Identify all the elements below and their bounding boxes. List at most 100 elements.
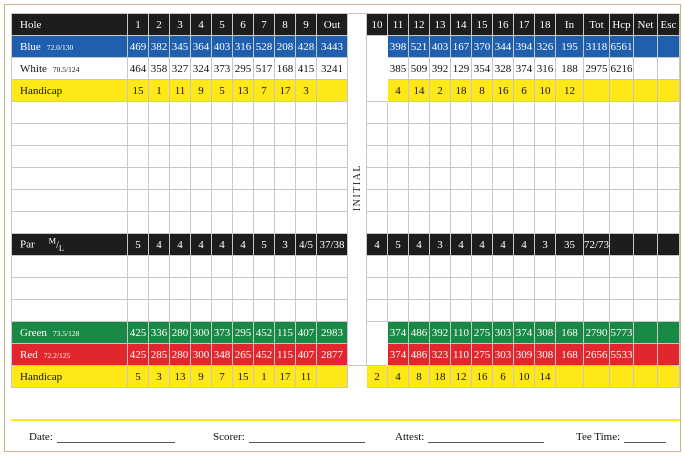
- score-cell[interactable]: [211, 277, 233, 300]
- score-cell[interactable]: [429, 189, 451, 212]
- score-cell[interactable]: [274, 167, 296, 190]
- score-cell[interactable]: [657, 299, 680, 322]
- score-cell[interactable]: [513, 277, 535, 300]
- score-cell[interactable]: [366, 101, 388, 124]
- score-cell[interactable]: [169, 123, 191, 146]
- score-cell[interactable]: [316, 189, 348, 212]
- score-cell[interactable]: [127, 189, 149, 212]
- score-cell[interactable]: [316, 145, 348, 168]
- player-name-cell[interactable]: [11, 189, 128, 212]
- score-cell[interactable]: [387, 101, 409, 124]
- score-cell[interactable]: [492, 189, 514, 212]
- score-cell[interactable]: [169, 277, 191, 300]
- score-cell[interactable]: [295, 211, 317, 234]
- score-cell[interactable]: [148, 277, 170, 300]
- player-name-cell[interactable]: [11, 123, 128, 146]
- score-cell[interactable]: [555, 255, 584, 278]
- score-cell[interactable]: [387, 211, 409, 234]
- score-cell[interactable]: [211, 101, 233, 124]
- score-cell[interactable]: [657, 145, 680, 168]
- score-cell[interactable]: [471, 167, 493, 190]
- score-cell[interactable]: [609, 277, 634, 300]
- score-cell[interactable]: [169, 211, 191, 234]
- score-cell[interactable]: [274, 211, 296, 234]
- score-cell[interactable]: [450, 167, 472, 190]
- score-cell[interactable]: [211, 255, 233, 278]
- score-cell[interactable]: [387, 277, 409, 300]
- score-cell[interactable]: [148, 145, 170, 168]
- score-cell[interactable]: [555, 211, 584, 234]
- score-cell[interactable]: [387, 299, 409, 322]
- score-cell[interactable]: [169, 101, 191, 124]
- score-cell[interactable]: [450, 211, 472, 234]
- score-cell[interactable]: [169, 145, 191, 168]
- score-cell[interactable]: [190, 299, 212, 322]
- score-cell[interactable]: [274, 255, 296, 278]
- score-cell[interactable]: [190, 101, 212, 124]
- score-cell[interactable]: [609, 123, 634, 146]
- score-cell[interactable]: [316, 277, 348, 300]
- score-cell[interactable]: [316, 299, 348, 322]
- score-cell[interactable]: [534, 299, 556, 322]
- score-cell[interactable]: [253, 211, 275, 234]
- score-cell[interactable]: [429, 123, 451, 146]
- score-cell[interactable]: [450, 255, 472, 278]
- score-cell[interactable]: [429, 255, 451, 278]
- score-cell[interactable]: [534, 101, 556, 124]
- score-cell[interactable]: [513, 101, 535, 124]
- score-cell[interactable]: [366, 123, 388, 146]
- score-cell[interactable]: [316, 211, 348, 234]
- tee-time-field[interactable]: Tee Time:: [576, 431, 667, 443]
- player-name-cell[interactable]: [11, 211, 128, 234]
- score-cell[interactable]: [127, 101, 149, 124]
- score-cell[interactable]: [471, 189, 493, 212]
- score-cell[interactable]: [555, 101, 584, 124]
- score-cell[interactable]: [169, 299, 191, 322]
- score-cell[interactable]: [583, 299, 610, 322]
- score-cell[interactable]: [657, 167, 680, 190]
- score-cell[interactable]: [609, 255, 634, 278]
- score-cell[interactable]: [513, 299, 535, 322]
- score-cell[interactable]: [211, 299, 233, 322]
- score-cell[interactable]: [387, 167, 409, 190]
- score-cell[interactable]: [633, 189, 658, 212]
- score-cell[interactable]: [609, 145, 634, 168]
- score-cell[interactable]: [513, 189, 535, 212]
- score-cell[interactable]: [169, 167, 191, 190]
- score-cell[interactable]: [555, 277, 584, 300]
- score-cell[interactable]: [295, 167, 317, 190]
- score-cell[interactable]: [190, 211, 212, 234]
- score-cell[interactable]: [609, 211, 634, 234]
- score-cell[interactable]: [232, 167, 254, 190]
- score-cell[interactable]: [295, 299, 317, 322]
- score-cell[interactable]: [366, 167, 388, 190]
- score-cell[interactable]: [492, 211, 514, 234]
- score-cell[interactable]: [211, 145, 233, 168]
- score-cell[interactable]: [316, 123, 348, 146]
- score-cell[interactable]: [429, 167, 451, 190]
- score-cell[interactable]: [232, 145, 254, 168]
- score-cell[interactable]: [190, 277, 212, 300]
- score-cell[interactable]: [534, 189, 556, 212]
- score-cell[interactable]: [211, 189, 233, 212]
- score-cell[interactable]: [253, 123, 275, 146]
- score-cell[interactable]: [127, 299, 149, 322]
- score-cell[interactable]: [316, 255, 348, 278]
- score-cell[interactable]: [316, 167, 348, 190]
- score-cell[interactable]: [450, 145, 472, 168]
- score-cell[interactable]: [633, 145, 658, 168]
- score-cell[interactable]: [253, 167, 275, 190]
- score-cell[interactable]: [555, 167, 584, 190]
- score-cell[interactable]: [148, 101, 170, 124]
- score-cell[interactable]: [471, 101, 493, 124]
- score-cell[interactable]: [127, 123, 149, 146]
- score-cell[interactable]: [633, 167, 658, 190]
- score-cell[interactable]: [190, 189, 212, 212]
- score-cell[interactable]: [583, 167, 610, 190]
- score-cell[interactable]: [583, 211, 610, 234]
- score-cell[interactable]: [471, 299, 493, 322]
- score-cell[interactable]: [148, 167, 170, 190]
- score-cell[interactable]: [633, 211, 658, 234]
- score-cell[interactable]: [513, 167, 535, 190]
- score-cell[interactable]: [169, 255, 191, 278]
